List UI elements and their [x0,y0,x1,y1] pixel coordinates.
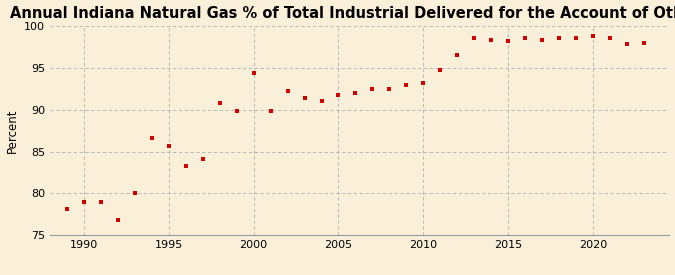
Title: Annual Indiana Natural Gas % of Total Industrial Delivered for the Account of Ot: Annual Indiana Natural Gas % of Total In… [10,6,675,21]
Y-axis label: Percent: Percent [5,108,18,153]
